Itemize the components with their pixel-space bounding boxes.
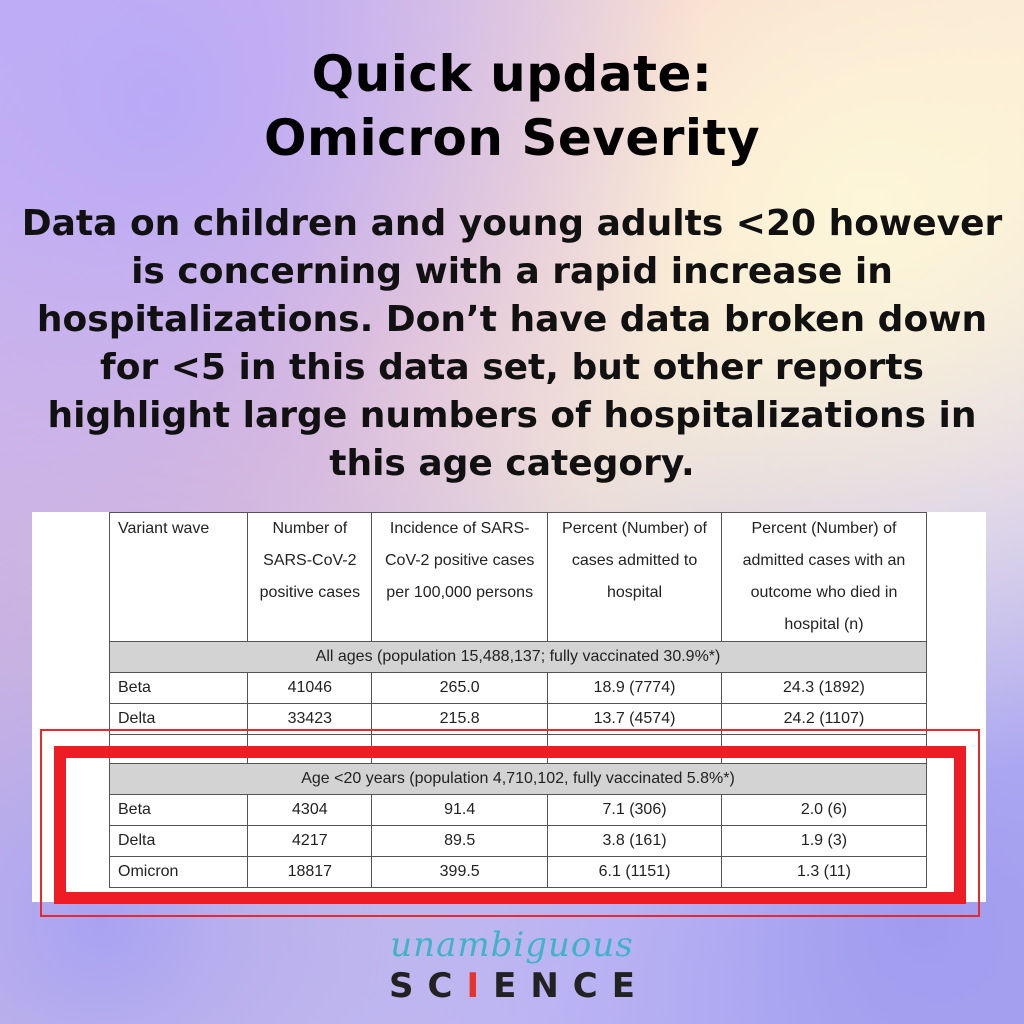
cell-variant: Omicron — [108, 856, 249, 888]
cell-died: 1.3 (11) — [720, 856, 928, 888]
cell-incidence: 265.0 — [371, 672, 549, 704]
logo-script-text: unambiguous — [390, 925, 634, 965]
cell-died: 2.0 (6) — [720, 794, 928, 826]
section-all-ages-label: All ages (population 15,488,137; fully v… — [109, 641, 927, 673]
title-line-1: Quick update: — [311, 45, 713, 103]
cell-admitted: 18.9 (7774) — [547, 672, 722, 704]
table-row: Delta 4217 89.5 3.8 (161) 1.9 (3) — [108, 825, 928, 857]
header-admitted: Percent (Number) of cases admitted to ho… — [547, 512, 722, 642]
section-under-20-label: Age <20 years (population 4,710,102, ful… — [109, 763, 927, 795]
highlight-box-outer — [40, 729, 980, 917]
cell-incidence: 91.4 — [371, 794, 549, 826]
header-variant-wave: Variant wave — [108, 512, 249, 642]
logo-science-pre: SC — [389, 966, 467, 1006]
cell-cases: 18817 — [247, 856, 373, 888]
header-died: Percent (Number) of admitted cases with … — [720, 512, 928, 642]
table-row: Omicron 18817 399.5 6.1 (1151) 1.3 (11) — [108, 856, 928, 888]
cell-died: 24.3 (1892) — [720, 672, 928, 704]
cell-incidence: 399.5 — [371, 856, 549, 888]
title-line-2: Omicron Severity — [263, 109, 761, 167]
highlight-box — [54, 746, 966, 904]
cell-variant: Delta — [108, 825, 249, 857]
logo-science-mark: I — [466, 966, 494, 1006]
cell-admitted: 3.8 (161) — [547, 825, 722, 857]
cell-admitted: 7.1 (306) — [547, 794, 722, 826]
table-screenshot: Variant wave Number of SARS-CoV-2 positi… — [32, 512, 986, 902]
cell-admitted: 6.1 (1151) — [547, 856, 722, 888]
header-positive-cases: Number of SARS-CoV-2 positive cases — [247, 512, 373, 642]
cell-variant: Beta — [108, 672, 249, 704]
logo-science-post: ENCE — [493, 966, 649, 1006]
section-under-20: Age <20 years (population 4,710,102, ful… — [109, 763, 927, 795]
cell-cases: 41046 — [247, 672, 373, 704]
logo-science-text: SCIENCE — [14, 965, 1024, 1007]
brand-logo: unambiguous SCIENCE — [0, 925, 1024, 1007]
header-incidence: Incidence of SARS-CoV-2 positive cases p… — [371, 512, 549, 642]
table-row: Beta 41046 265.0 18.9 (7774) 24.3 (1892) — [108, 672, 928, 704]
section-all-ages: All ages (population 15,488,137; fully v… — [109, 641, 927, 673]
page-title: Quick update: Omicron Severity — [0, 42, 1024, 170]
body-paragraph: Data on children and young adults <20 ho… — [21, 203, 1003, 484]
table-header-row: Variant wave Number of SARS-CoV-2 positi… — [108, 512, 928, 642]
